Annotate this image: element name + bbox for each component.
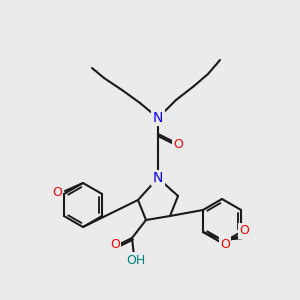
Text: N: N: [153, 111, 163, 125]
Text: O: O: [110, 238, 120, 250]
Text: OH: OH: [126, 254, 146, 266]
Text: O: O: [239, 224, 249, 238]
Text: N: N: [153, 171, 163, 185]
Text: O: O: [220, 238, 230, 250]
Text: O: O: [52, 187, 62, 200]
Text: O: O: [173, 137, 183, 151]
